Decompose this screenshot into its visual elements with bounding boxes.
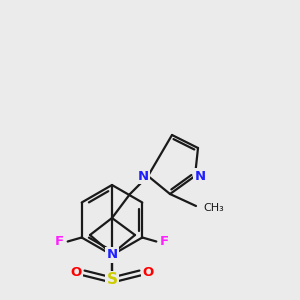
Text: F: F <box>160 235 169 248</box>
Text: O: O <box>70 266 82 280</box>
Text: CH₃: CH₃ <box>203 203 224 213</box>
Text: N: N <box>194 169 206 182</box>
Text: F: F <box>55 235 64 248</box>
Text: O: O <box>142 266 154 280</box>
Text: N: N <box>106 248 118 262</box>
Text: N: N <box>137 169 148 182</box>
Text: S: S <box>106 272 118 287</box>
